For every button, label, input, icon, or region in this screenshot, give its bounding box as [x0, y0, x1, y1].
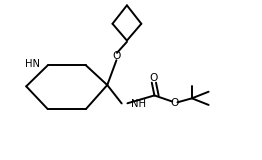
Text: O: O [150, 73, 158, 83]
Text: O: O [113, 51, 121, 61]
Text: O: O [171, 98, 179, 108]
Text: NH: NH [130, 99, 146, 109]
Text: HN: HN [25, 59, 40, 69]
